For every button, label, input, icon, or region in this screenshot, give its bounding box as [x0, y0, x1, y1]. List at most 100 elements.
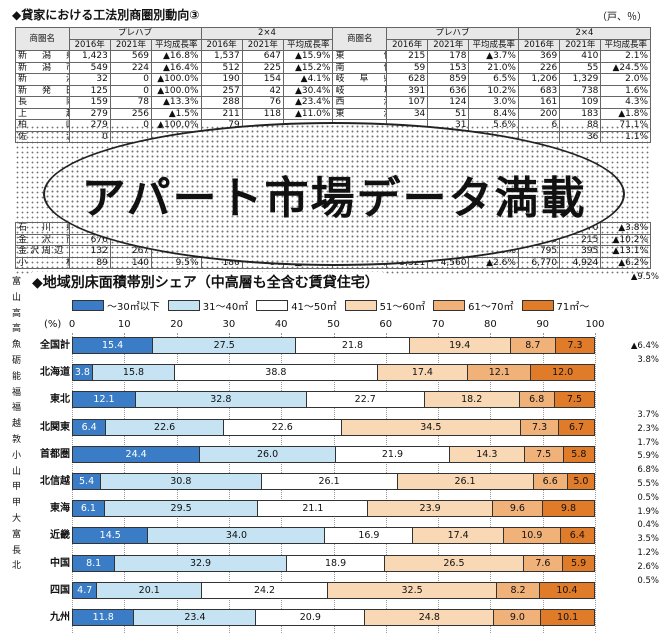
legend-swatch	[433, 300, 466, 311]
value-cell: 391	[386, 84, 429, 97]
bar-segment: 5.4	[73, 474, 102, 489]
edge-label: 福	[12, 403, 22, 414]
value-cell: 1,423	[68, 50, 111, 63]
sub-header-cell: 平均成長率	[151, 38, 202, 51]
edge-label: 大	[12, 513, 22, 524]
bar-segment: 12.0	[531, 365, 594, 381]
edge-value: 0.4%	[637, 520, 659, 531]
stacked-bar: 15.4 27.5 21.8 19.4 8.7 7.3	[72, 337, 595, 354]
value-cell: 9.5%	[151, 256, 202, 269]
legend-swatch	[167, 300, 200, 311]
bar-segment: 18.9	[286, 555, 386, 571]
x-tick-label: 80	[484, 319, 497, 330]
legend-label: 71㎡～	[556, 302, 590, 313]
gridline	[595, 333, 597, 633]
edge-value: 1.2%	[637, 547, 659, 558]
category-label: 中国	[50, 557, 70, 569]
edge-value: 6.8%	[637, 465, 659, 476]
value-cell: ▲2.6%	[468, 256, 519, 269]
bar-segment: 26.0	[200, 446, 336, 462]
value-cell: 225	[241, 61, 284, 74]
edge-value: 0.5%	[637, 492, 659, 503]
bar-segment: 10.1	[541, 610, 594, 625]
legend-label: 31～40㎡	[202, 302, 249, 313]
value-cell: 569	[109, 50, 153, 63]
bar-segment: 23.9	[368, 501, 493, 517]
value-cell: 190	[200, 73, 243, 86]
bar-segment: 22.6	[106, 419, 224, 435]
edge-label: 山	[12, 466, 22, 477]
bar-row: 中国 8.1 32.9 18.9 26.5 7.6 5.9	[30, 553, 605, 575]
bar-segment: 24.8	[365, 610, 495, 625]
bar-segment: 18.2	[424, 392, 520, 408]
area-name-cell: 石 川 県	[15, 222, 70, 235]
value-cell: 683	[517, 84, 561, 97]
value-cell: 183	[559, 107, 602, 120]
sub-header-cell: 2016年	[68, 38, 111, 51]
edge-value: 0.5%	[637, 575, 659, 586]
bar-segment: 22.6	[223, 419, 342, 435]
value-cell: 8.4%	[468, 107, 519, 120]
edge-label: 富	[12, 529, 22, 540]
category-label: 東海	[50, 503, 70, 515]
sub-header-cell: 2021年	[427, 38, 470, 51]
bar-row: 九州 11.8 23.4 20.9 24.8 9.0 10.1	[30, 607, 605, 629]
area-name-cell: 東 信	[332, 50, 388, 63]
value-cell: 1.6%	[600, 84, 651, 97]
col-prefab: プレハブ	[68, 27, 202, 40]
col-2x4: 2×4	[200, 27, 334, 40]
value-cell: 1,329	[559, 73, 602, 86]
edge-label: 富	[12, 277, 22, 287]
value-cell: 215	[386, 50, 429, 63]
value-cell: ▲23.4%	[282, 96, 334, 109]
bar-segment: 17.4	[377, 365, 469, 381]
area-name-cell: 岐 阜	[332, 84, 388, 97]
edge-value: 2.6%	[637, 561, 659, 572]
bar-segment: 21.1	[258, 501, 369, 517]
bar-segment: 38.8	[175, 365, 378, 381]
stacked-bar: 8.1 32.9 18.9 26.5 7.6 5.9	[72, 554, 595, 572]
bar-segment: 6.1	[73, 501, 105, 517]
stacked-bar: 4.7 20.1 24.2 32.5 8.2 10.4	[72, 581, 595, 599]
sub-header-row: 2016年 2021年 平均成長率 2016年 2021年 平均成長率 2016年 2021年…	[16, 38, 651, 51]
value-cell: 859	[427, 73, 470, 86]
edge-label: 山	[12, 292, 22, 303]
edge-label: 北	[12, 561, 22, 572]
bar-row: 四国 4.7 20.1 24.2 32.5 8.2 10.4	[30, 580, 605, 602]
x-tick-label: 70	[431, 319, 445, 330]
bar-segment: 34.5	[341, 419, 522, 435]
value-cell: 279	[68, 107, 111, 120]
sub-header-cell: 2016年	[517, 38, 561, 51]
value-cell: 2.0%	[600, 73, 651, 86]
edge-value	[629, 395, 659, 409]
value-cell: 125	[68, 84, 111, 97]
value-cell: 178	[427, 50, 470, 63]
edge-value	[629, 299, 659, 313]
value-cell: 32	[68, 73, 111, 86]
value-cell: 78	[109, 96, 153, 109]
category-label: 四国	[50, 584, 70, 596]
sub-header-cell: 2016年	[386, 38, 429, 51]
bar-segment: 8.2	[497, 582, 540, 598]
bar-segment: 15.8	[92, 365, 176, 381]
area-name-cell: 東 濃	[332, 107, 388, 120]
area-name-cell: 岐 阜 県	[332, 73, 388, 86]
area-name-cell: 新 発 田	[15, 84, 70, 97]
area-name-cell: 新 潟 市	[15, 61, 70, 74]
stacked-bar: 12.1 32.8 22.7 18.2 6.8 7.5	[72, 391, 595, 409]
bar-segment: 26.1	[397, 474, 534, 489]
legend-item: ～30㎡以下	[72, 298, 160, 313]
bar-segment: 10.4	[539, 582, 594, 598]
value-cell: 288	[200, 96, 243, 109]
value-cell: ▲30.4%	[282, 84, 334, 97]
edge-value: 5.9%	[637, 451, 659, 462]
bar-segment: 20.1	[97, 582, 203, 598]
value-cell: 4,924	[559, 256, 602, 269]
area-name-cell: 新 潟	[15, 73, 70, 86]
stacked-bar: 5.4 30.8 26.1 26.1 6.6 5.0	[72, 473, 595, 490]
bar-segment: 10.9	[503, 528, 561, 544]
value-cell: 549	[68, 61, 111, 74]
left-edge-labels: 富山高高魚砺能福福越敦小山甲甲大富長北	[12, 275, 26, 575]
